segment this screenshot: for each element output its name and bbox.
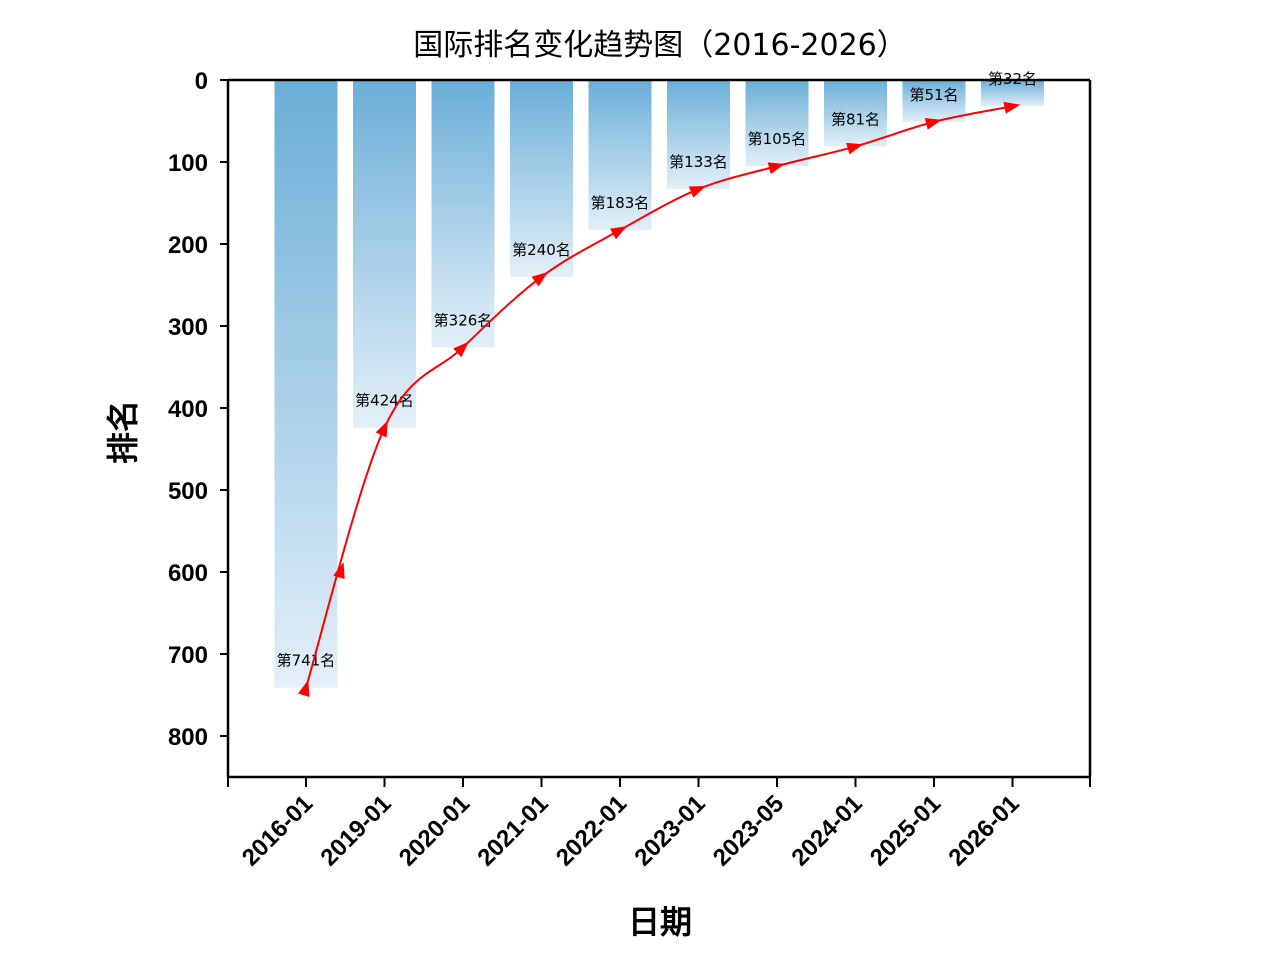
y-tick-label: 800 — [168, 724, 208, 751]
x-tick-label: 2020-01 — [394, 790, 475, 871]
bar-2024-01 — [824, 80, 887, 147]
data-label: 第81名 — [831, 110, 880, 128]
x-tick-label: 2019-01 — [315, 790, 396, 871]
x-tick-label: 2026-01 — [943, 790, 1024, 871]
trend-arrow — [924, 117, 942, 130]
trend-line-group — [297, 101, 1021, 698]
trend-arrow — [297, 679, 310, 698]
data-label: 第133名 — [669, 153, 728, 171]
bars-group — [274, 80, 1044, 688]
data-label: 第424名 — [355, 392, 414, 410]
data-label: 第105名 — [748, 130, 807, 148]
chart-title: 国际排名变化趋势图（2016-2026） — [413, 28, 907, 63]
x-tick-label: 2021-01 — [472, 790, 553, 871]
trend-arrow — [333, 561, 345, 580]
bar-2019-01 — [353, 80, 416, 428]
y-tick-label: 400 — [168, 396, 208, 423]
y-tick-label: 500 — [168, 478, 208, 505]
trend-arrow — [531, 272, 548, 287]
y-tick-label: 600 — [168, 560, 208, 587]
bar-2021-01 — [510, 80, 573, 277]
y-axis-label: 排名 — [104, 400, 142, 464]
y-axis-ticks: 0 100 200 300 400 500 600 700 800 — [168, 68, 228, 751]
x-axis-label: 日期 — [628, 903, 692, 941]
bar-2016-01 — [274, 80, 338, 688]
x-tick-label: 2022-01 — [551, 790, 632, 871]
y-tick-label: 200 — [168, 232, 208, 259]
axes-group — [226, 78, 1092, 779]
trend-arrow — [767, 162, 785, 174]
trend-arrow — [846, 142, 864, 155]
y-tick-label: 0 — [195, 68, 208, 95]
bar-2025-01 — [902, 80, 966, 122]
trend-arrow — [688, 186, 706, 198]
data-label: 第183名 — [591, 194, 650, 212]
x-tick-label: 2023-01 — [629, 790, 710, 871]
y-tick-label: 100 — [168, 150, 208, 177]
x-tick-label: 2025-01 — [865, 790, 946, 871]
bar-2023-01 — [667, 80, 730, 190]
trend-arrow — [610, 226, 627, 240]
x-tick-label: 2016-01 — [237, 790, 318, 871]
trend-arrow — [453, 341, 469, 358]
bar-2022-01 — [588, 80, 652, 231]
trend-arrow — [375, 420, 388, 438]
y-tick-label: 700 — [168, 642, 208, 669]
x-tick-label: 2023-05 — [708, 790, 789, 871]
data-label: 第240名 — [512, 241, 571, 259]
bar-2020-01 — [431, 80, 495, 348]
x-tick-label: 2024-01 — [786, 790, 867, 871]
data-label: 第326名 — [434, 311, 493, 329]
x-axis-ticks: 2016-012019-012020-012021-012022-012023-… — [227, 777, 1091, 872]
data-label: 第51名 — [909, 86, 958, 104]
trend-arrow — [1003, 101, 1021, 114]
y-tick-label: 300 — [168, 314, 208, 341]
bar-2023-05 — [745, 80, 809, 167]
data-label: 第741名 — [277, 652, 336, 670]
bar-2026-01 — [981, 80, 1044, 107]
